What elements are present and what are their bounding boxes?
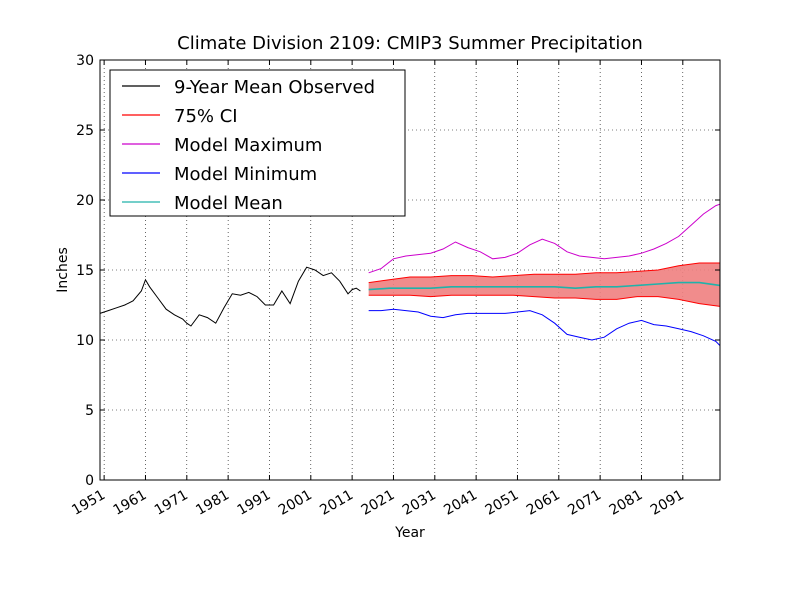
- legend: 9-Year Mean Observed 75% CI Model Maximum M…: [109, 69, 406, 217]
- y-axis-label: Inches: [55, 247, 71, 292]
- x-tick-label: 2061: [524, 487, 563, 519]
- y-tick-label: 10: [76, 333, 94, 349]
- x-tick-label: 2041: [441, 487, 480, 519]
- x-tick-label: 2091: [648, 487, 687, 519]
- legend-label: 9-Year Mean Observed: [174, 77, 375, 98]
- y-tick-label: 20: [76, 193, 94, 209]
- x-tick-label: 2011: [317, 487, 356, 519]
- series-lines: [99, 203, 721, 346]
- legend-label: 75% CI: [174, 106, 238, 127]
- ci-band: [368, 262, 721, 307]
- ci-upper-line: [368, 262, 720, 284]
- series-line-9-year-mean-observed: [99, 266, 361, 327]
- x-tick-label: 2051: [483, 487, 522, 519]
- ci-band-fill: [368, 263, 720, 307]
- series-line-model-maximum: [368, 203, 721, 274]
- y-tick-label: 25: [76, 123, 94, 139]
- x-tick-label: 2071: [565, 487, 604, 519]
- y-axis: 0 5 10 15 20 25 30: [76, 53, 720, 489]
- legend-label: Model Minimum: [174, 164, 317, 185]
- legend-label: Model Maximum: [174, 135, 322, 156]
- x-axis-label: Year: [394, 525, 425, 541]
- y-tick-label: 5: [85, 403, 94, 419]
- x-tick-label: 2021: [359, 487, 398, 519]
- legend-label: Model Mean: [174, 193, 283, 214]
- x-tick-label: 2031: [400, 487, 439, 519]
- y-tick-label: 0: [85, 473, 94, 489]
- chart-title: Climate Division 2109: CMIP3 Summer Prec…: [177, 33, 643, 54]
- ci-lower-line: [368, 294, 721, 307]
- x-tick-label: 1971: [152, 487, 191, 519]
- x-tick-label: 1961: [111, 487, 150, 519]
- legend-box: [109, 69, 406, 217]
- series-line-model-minimum: [368, 308, 721, 346]
- x-tick-label: 1951: [69, 487, 108, 519]
- series-line-model-mean: [368, 281, 721, 291]
- x-tick-label: 1991: [235, 487, 274, 519]
- x-tick-label: 1981: [193, 487, 232, 519]
- x-tick-label: 2081: [607, 487, 646, 519]
- x-tick-label: 2001: [276, 487, 315, 519]
- y-tick-label: 30: [76, 53, 94, 69]
- y-tick-label: 15: [76, 263, 94, 279]
